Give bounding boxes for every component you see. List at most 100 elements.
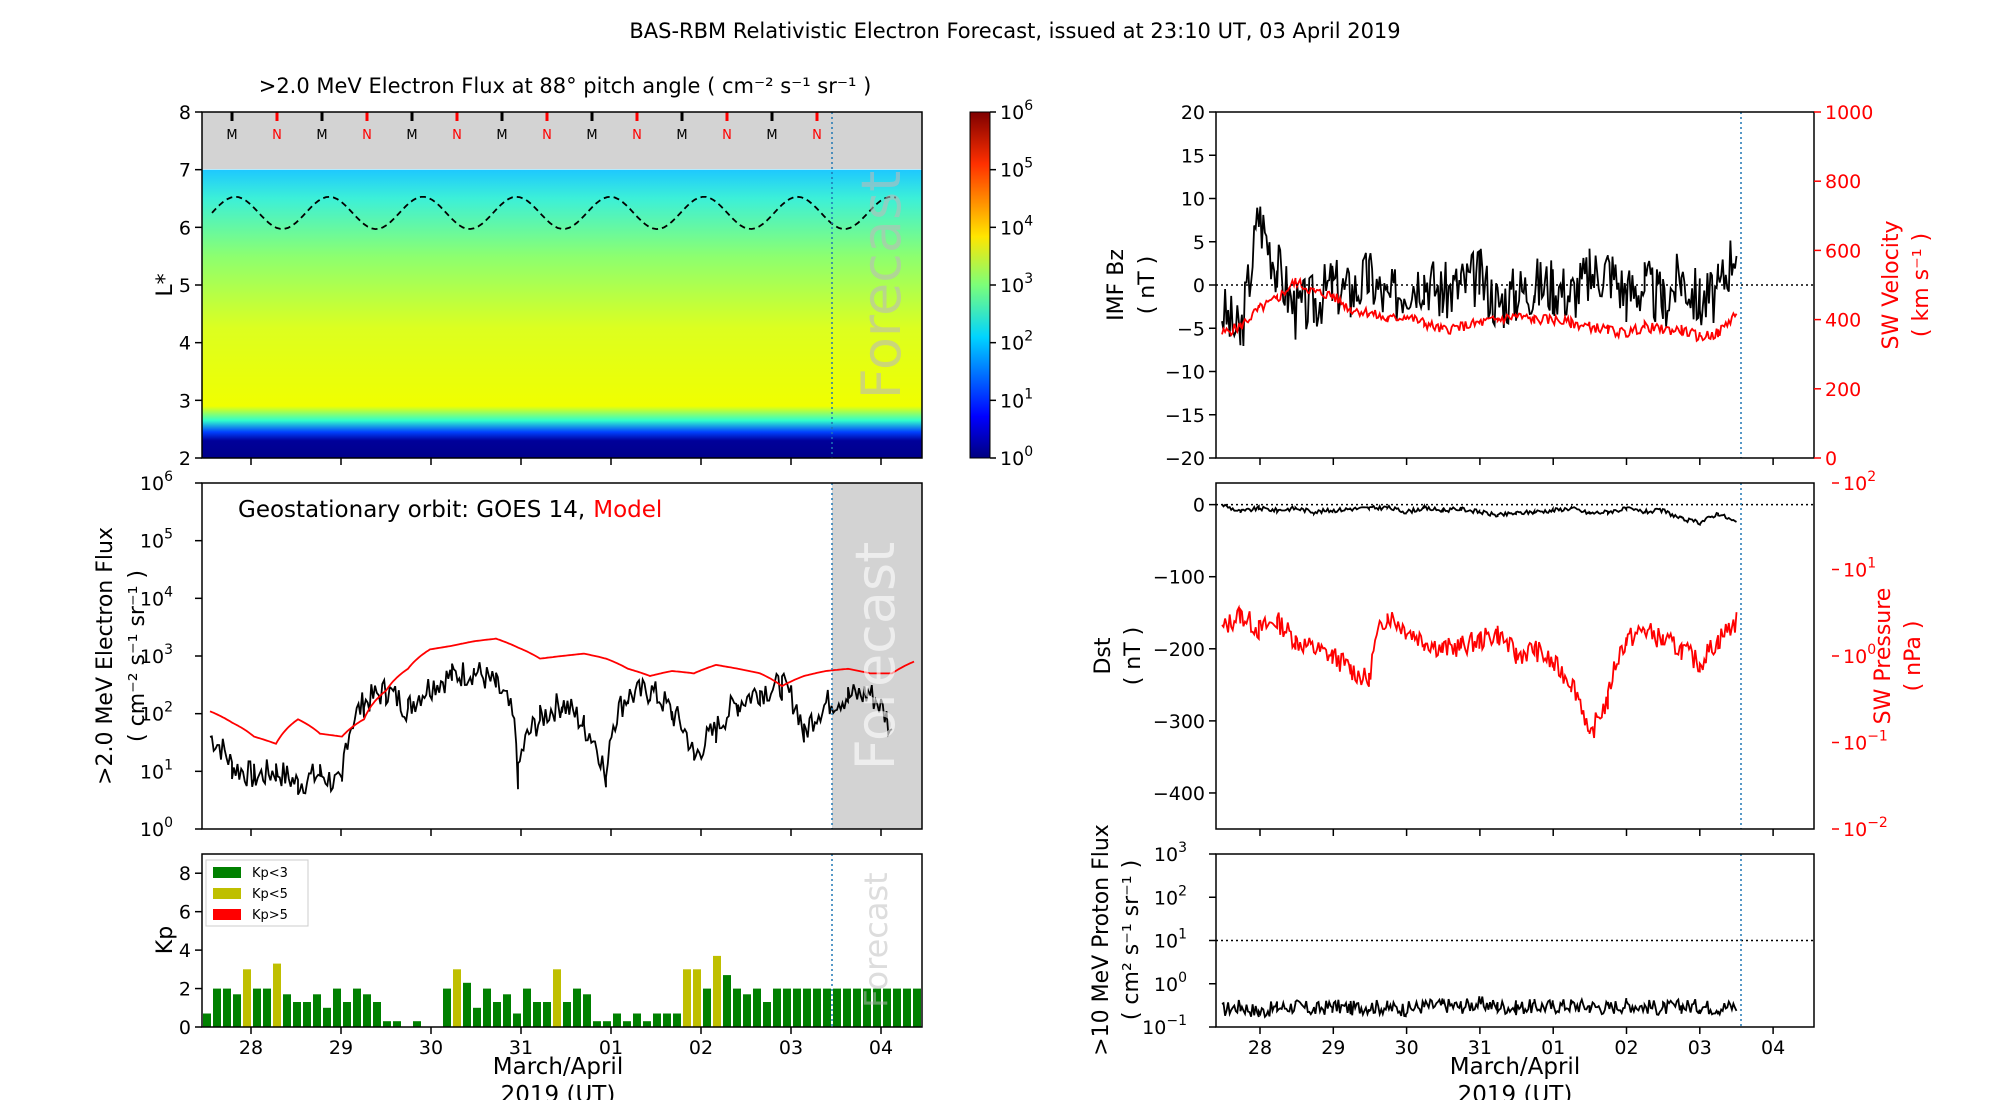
kp-y-ticks: 0 2 4 6 8 [179,863,202,1039]
y-tick-label: 4 [179,333,191,355]
x-tick-label: 04 [869,1037,893,1059]
x-tick-label: 01 [1541,1037,1565,1059]
kp-bar [223,988,231,1027]
sw-velocity-label: SW Velocity [1879,220,1904,349]
colorbar-ticks: 100 101 102 103 104 105 106 [990,98,1033,470]
lt-marker-label: M [406,128,417,143]
kp-bar [483,988,491,1027]
cbar-tick-label: 105 [1000,156,1033,182]
y-tick-label: 100 [1843,642,1876,668]
proton-y-units: ( cm² s⁻¹ sr⁻¹ ) [1119,860,1144,1020]
kp-bar [903,988,911,1027]
kp-bar [543,1002,551,1027]
lstar-y-ticks: 2 3 4 5 6 7 8 [179,102,202,470]
y-tick-label: 103 [1154,840,1187,866]
x-tick-label: 03 [1688,1037,1712,1059]
kp-bar [203,1013,211,1027]
kp-bar [643,1021,651,1027]
y-tick-label: 0 [1825,448,1837,470]
y-tick-label: 4 [179,940,191,962]
y-tick-label: −5 [1177,318,1205,340]
x-tick-label: 31 [509,1037,533,1059]
kp-bar [683,969,691,1027]
kp-bar [723,975,731,1027]
y-tick-label: 102 [1843,469,1876,495]
kp-legend: Kp<3 Kp<5 Kp>5 [205,859,309,927]
lt-marker-label: N [362,128,372,143]
sw-velocity-line [1221,276,1738,343]
geo-legend-model: Model [593,497,662,523]
proton-lines [1221,996,1738,1019]
sw-pressure-units: ( nPa ) [1901,621,1926,692]
kp-bar [453,969,461,1027]
y-tick-label: 1000 [1825,102,1873,124]
kp-legend-high: Kp>5 [252,908,288,923]
lstar-flux-panel: >2.0 MeV Electron Flux at 88° pitch angl… [153,74,1033,470]
kp-bar [853,988,861,1027]
y-tick-label: −100 [1153,567,1205,589]
lstar-y-label: L* [153,273,178,296]
kp-bar [603,1021,611,1027]
magnetopause-dashed-line [211,195,897,231]
kp-bar [773,988,781,1027]
kp-bar [353,988,361,1027]
y-tick-label: 10−1 [1142,1013,1187,1039]
y-tick-label: 102 [1154,883,1187,909]
x-tick-label: 01 [599,1037,623,1059]
kp-y-label: Kp [153,926,178,954]
kp-bar [823,988,831,1027]
proton-y-label: >10 MeV Proton Flux [1089,824,1114,1056]
y-tick-label: 2 [179,979,191,1001]
dst-line [1221,503,1737,526]
x-tick-label: 30 [419,1037,443,1059]
cbar-tick-label: 100 [1000,444,1033,470]
geo-forecast-label: Forecast [844,542,907,771]
kp-bar [863,988,871,1027]
dst-y2-ticks: 10−2 10−1 100 101 102 [1832,469,1888,841]
y-tick-label: 5 [179,275,191,297]
kp-bar [443,988,451,1027]
heatmap-fill [202,169,922,458]
kp-bar [343,1002,351,1027]
cbar-tick-label: 106 [1000,98,1033,124]
left-x-ticks: 28 29 30 31 01 02 03 04 [239,458,893,1059]
kp-bar [593,1021,601,1027]
lt-marker-label: N [452,128,462,143]
kp-bar [783,988,791,1027]
kp-bar [883,988,891,1027]
kp-bar [803,988,811,1027]
lt-marker-label: M [316,128,327,143]
goes-flux-line [209,662,893,796]
kp-bar [493,1002,501,1027]
y-tick-label: 400 [1825,310,1861,332]
dst-lines [1221,503,1738,739]
kp-bar [713,955,721,1027]
y-tick-label: −200 [1153,639,1205,661]
lt-marker-label: N [722,128,732,143]
y-tick-label: −10 [1165,362,1205,384]
kp-bar [373,1002,381,1027]
heatmap-marker-band [202,112,922,169]
y-tick-label: 100 [1154,970,1187,996]
kp-bar [833,988,841,1027]
y-tick-label: −20 [1165,448,1205,470]
proton-y-ticks: 10−1 100 101 102 103 [1142,840,1216,1039]
dst-y-ticks: −400 −300 −200 −100 0 [1153,495,1216,805]
y-tick-label: −300 [1153,711,1205,733]
kp-bar [323,1007,331,1027]
y-tick-label: 8 [179,102,191,124]
kp-bar [653,1013,661,1027]
cbar-tick-label: 101 [1000,386,1033,412]
kp-bar [873,988,881,1027]
kp-bar [383,1021,391,1027]
kp-legend-mid: Kp<5 [252,887,288,902]
kp-bar [793,988,801,1027]
y-tick-label: 101 [1154,927,1187,953]
geo-y-units: ( cm⁻² s⁻¹ sr⁻¹ ) [125,570,150,742]
kp-bar [733,988,741,1027]
heatmap-body [202,169,922,458]
dst-plot-frame [1215,482,1815,830]
y-tick-label: 10−1 [1843,729,1888,755]
